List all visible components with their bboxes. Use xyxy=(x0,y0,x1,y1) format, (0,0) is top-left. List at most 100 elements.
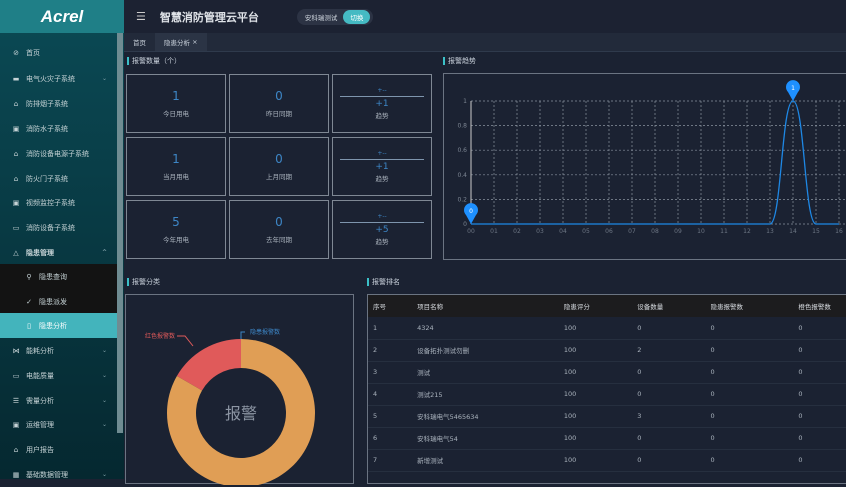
chevron-icon[interactable]: ⌄ xyxy=(101,421,107,428)
divider xyxy=(340,222,424,223)
sidebar-item-label: 用户报告 xyxy=(26,445,54,454)
y-tick-label: 0 xyxy=(463,221,467,228)
x-tick-label: 04 xyxy=(559,228,567,235)
table-cell: 0 xyxy=(793,383,846,406)
x-tick-label: 16 xyxy=(835,228,843,235)
label-leader xyxy=(177,335,194,347)
sidebar-item[interactable]: ✓ 隐患派发 xyxy=(0,289,117,314)
chevron-icon[interactable]: ^ xyxy=(101,249,107,256)
pie-slice[interactable] xyxy=(176,339,241,391)
sidebar-item-label: 隐患管理 xyxy=(26,248,54,257)
table-cell: 2 xyxy=(632,339,706,362)
header: ☰ 智慧消防管理云平台 安科瑞测试 切换 xyxy=(124,0,846,33)
sidebar-item[interactable]: ▣ 消防水子系统 xyxy=(0,116,117,141)
x-tick-label: 03 xyxy=(536,228,544,235)
tab-home[interactable]: 首页 xyxy=(124,33,155,51)
table-cell: 100 xyxy=(558,449,633,472)
chevron-icon[interactable]: ⌄ xyxy=(101,397,107,404)
sidebar-item[interactable]: ⊘ 首页 xyxy=(0,40,117,65)
table-cell: 0 xyxy=(793,427,846,450)
previous-card: 0 去年同期 xyxy=(229,200,329,259)
sidebar-item-label: 基础数据管理 xyxy=(26,470,68,479)
column-header[interactable]: 隐患评分 xyxy=(558,295,633,317)
column-header[interactable]: 设备数量 xyxy=(632,295,706,317)
x-tick-label: 01 xyxy=(490,228,498,235)
lock-icon: ⌂ xyxy=(13,149,19,158)
sidebar-item[interactable]: ☰ 需量分析 ⌄ xyxy=(0,388,117,413)
table-row[interactable]: 4 测试215 100 0 0 0 xyxy=(368,383,846,406)
trend-value: +5 xyxy=(375,225,389,235)
table-cell: 0 xyxy=(793,449,846,472)
data-point-marker[interactable] xyxy=(464,203,478,224)
chevron-icon[interactable]: ⌄ xyxy=(101,471,107,478)
sidebar-item[interactable]: ▭ 消防设备子系统 xyxy=(0,215,117,240)
table-cell: 7 xyxy=(368,449,413,472)
search-icon: ⚲ xyxy=(26,272,32,281)
menu-toggle-icon[interactable]: ☰ xyxy=(136,10,146,23)
column-header[interactable]: 橙色报警数 xyxy=(793,295,846,317)
current-label: 当月用电 xyxy=(163,173,189,181)
label-leader xyxy=(240,331,245,339)
sidebar-item-label: 电能质量 xyxy=(26,371,54,380)
x-tick-label: 05 xyxy=(582,228,590,235)
current-card: 5 今年用电 xyxy=(126,200,226,259)
sidebar-item[interactable]: ⚲ 隐患查询 xyxy=(0,264,117,289)
tab-label: 首页 xyxy=(133,39,146,47)
pie-slice[interactable] xyxy=(167,339,315,487)
sidebar-item[interactable]: ▬ 电气火灾子系统 ⌄ xyxy=(0,66,117,91)
class-chart-box: 隐患报警数 红色报警数 报警 xyxy=(125,294,354,487)
data-point-marker[interactable] xyxy=(786,80,800,101)
close-icon[interactable]: × xyxy=(192,38,198,46)
sidebar-item[interactable]: △ 隐患管理 ^ xyxy=(0,240,117,265)
tab-hazard-analysis[interactable]: 隐患分析 × xyxy=(155,33,207,51)
table-cell: 0 xyxy=(705,361,794,384)
x-tick-label: 10 xyxy=(697,228,705,235)
column-header[interactable]: 序号 xyxy=(368,295,413,317)
sidebar-item[interactable]: ⌂ 防排烟子系统 xyxy=(0,91,117,116)
table-cell: 3 xyxy=(368,361,413,384)
sidebar-scrollbar[interactable] xyxy=(117,33,123,433)
y-tick-label: 0.6 xyxy=(457,147,467,154)
sidebar-item[interactable]: ⌂ 防火门子系统 xyxy=(0,166,117,191)
table-row[interactable]: 7 新增测试 100 0 0 0 xyxy=(368,449,846,472)
chevron-icon[interactable]: ⌄ xyxy=(101,347,107,354)
switch-button[interactable]: 切换 xyxy=(343,9,371,24)
table-cell: 0 xyxy=(705,339,794,362)
table-row[interactable]: 1 4324 100 0 0 0 xyxy=(368,317,846,340)
logo: Acrel xyxy=(0,0,124,33)
sidebar-item[interactable]: ▣ 视频监控子系统 xyxy=(0,190,117,215)
sidebar-item[interactable]: ⋈ 能耗分析 ⌄ xyxy=(0,338,117,363)
sidebar-item[interactable]: ▦ 基础数据管理 ⌄ xyxy=(0,462,117,487)
home-icon: ⊘ xyxy=(13,48,19,57)
trend-value: +1 xyxy=(375,99,389,109)
calendar-icon: ▭ xyxy=(12,371,20,380)
document-icon: ▯ xyxy=(27,321,31,330)
table-cell: 3 xyxy=(632,405,706,428)
table-cell: 4 xyxy=(368,383,413,406)
column-header[interactable]: 隐患报警数 xyxy=(705,295,794,317)
marker-label: 1 xyxy=(791,85,795,92)
alarm-count-title: 报警数量（个） xyxy=(127,57,181,65)
table-row[interactable]: 3 测试 100 0 0 0 xyxy=(368,361,846,384)
y-tick-label: 0.2 xyxy=(457,196,467,203)
lock-icon: ⌂ xyxy=(13,99,19,108)
sidebar-item-label: 隐患派发 xyxy=(39,297,67,306)
table-row[interactable]: 5 安科瑞电气5465634 100 3 0 0 xyxy=(368,405,846,428)
table-row[interactable]: 2 设备拓扑测试勿删 100 2 0 0 xyxy=(368,339,846,362)
current-label: 今年用电 xyxy=(163,236,189,244)
table-cell: 6 xyxy=(368,427,413,450)
table-cell: 100 xyxy=(558,427,633,450)
current-value: 5 xyxy=(172,215,180,229)
sidebar-item[interactable]: ⌂ 用户报告 xyxy=(0,437,117,462)
tab-bar: 首页 隐患分析 × xyxy=(124,33,846,52)
previous-value: 0 xyxy=(275,215,283,229)
chevron-icon[interactable]: ⌄ xyxy=(101,372,107,379)
sidebar-item[interactable]: ▭ 电能质量 ⌄ xyxy=(0,363,117,388)
sidebar-item[interactable]: ▣ 运维管理 ⌄ xyxy=(0,412,117,437)
series-line xyxy=(470,100,839,225)
column-header[interactable]: 项目名称 xyxy=(412,295,559,317)
sidebar-item[interactable]: ▯ 隐患分析 xyxy=(0,313,117,338)
sidebar-item[interactable]: ⌂ 消防设备电源子系统 xyxy=(0,141,117,166)
table-row[interactable]: 6 安科瑞电气54 100 0 0 0 xyxy=(368,427,846,450)
chevron-icon[interactable]: ⌄ xyxy=(101,75,107,82)
